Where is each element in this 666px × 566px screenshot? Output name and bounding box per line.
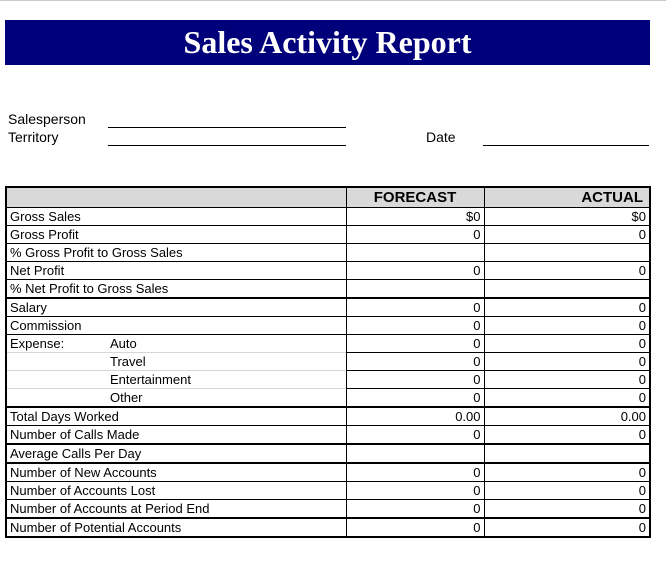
- row-label: Gross Sales: [6, 207, 346, 226]
- report-title: Sales Activity Report: [5, 20, 650, 65]
- row-label: Number of Accounts Lost: [6, 481, 346, 500]
- row-label: Entertainment: [6, 370, 346, 389]
- row-label: % Gross Profit to Gross Sales: [6, 243, 346, 262]
- actual-cell[interactable]: 0: [483, 334, 650, 353]
- row-label: Commission: [6, 316, 346, 335]
- actual-cell[interactable]: 0: [483, 481, 650, 500]
- date-label: Date: [426, 129, 456, 145]
- forecast-cell[interactable]: 0: [345, 462, 484, 482]
- forecast-cell[interactable]: $0: [345, 207, 484, 226]
- forecast-cell[interactable]: 0.00: [345, 406, 484, 426]
- row-label: Number of Potential Accounts: [6, 517, 346, 537]
- salesperson-label: Salesperson: [8, 111, 86, 127]
- date-field[interactable]: [483, 145, 649, 146]
- row-label: % Net Profit to Gross Sales: [6, 279, 346, 298]
- table-row: Commission 0 0: [6, 316, 650, 335]
- row-label: Number of New Accounts: [6, 462, 346, 482]
- actual-cell[interactable]: [483, 243, 650, 262]
- row-subcategory: Auto: [110, 336, 137, 351]
- forecast-cell[interactable]: 0: [345, 499, 484, 518]
- table-row: Expense: Auto 0 0: [6, 334, 650, 353]
- table-row: Entertainment 0 0: [6, 370, 650, 389]
- table-row: Average Calls Per Day: [6, 443, 650, 463]
- actual-cell[interactable]: 0: [483, 499, 650, 518]
- actual-cell[interactable]: [483, 443, 650, 463]
- forecast-cell[interactable]: [345, 243, 484, 262]
- forecast-cell[interactable]: 0: [345, 297, 484, 317]
- row-label: Number of Accounts at Period End: [6, 499, 346, 518]
- table-row: Net Profit 0 0: [6, 261, 650, 280]
- table-row: Gross Sales $0 $0: [6, 207, 650, 226]
- forecast-cell[interactable]: [345, 443, 484, 463]
- forecast-cell[interactable]: 0: [345, 481, 484, 500]
- sales-activity-table: FORECAST ACTUAL Gross Sales $0 $0 Gross Pro…: [5, 186, 651, 538]
- forecast-cell[interactable]: 0: [345, 517, 484, 537]
- forecast-cell[interactable]: 0: [345, 425, 484, 444]
- table-row: Number of Calls Made 0 0: [6, 425, 650, 444]
- actual-cell[interactable]: 0: [483, 297, 650, 317]
- column-header-forecast: FORECAST: [345, 186, 484, 208]
- table-row: % Net Profit to Gross Sales: [6, 279, 650, 298]
- column-header-actual: ACTUAL: [483, 186, 650, 208]
- table-row: Number of Accounts Lost 0 0: [6, 481, 650, 500]
- forecast-cell[interactable]: [345, 279, 484, 298]
- row-label: Total Days Worked: [6, 406, 346, 426]
- table-row: Number of Potential Accounts 0 0: [6, 517, 650, 537]
- territory-label: Territory: [8, 129, 59, 145]
- row-label: Travel: [6, 352, 346, 371]
- row-label: Other: [6, 388, 346, 407]
- actual-cell[interactable]: 0: [483, 388, 650, 407]
- table-row: Gross Profit 0 0: [6, 225, 650, 244]
- row-subcategory: Other: [110, 390, 143, 405]
- row-label: Number of Calls Made: [6, 425, 346, 444]
- row-label: Net Profit: [6, 261, 346, 280]
- actual-cell[interactable]: 0: [483, 370, 650, 389]
- table-row: Salary 0 0: [6, 297, 650, 317]
- actual-cell[interactable]: 0: [483, 517, 650, 537]
- actual-cell[interactable]: 0: [483, 425, 650, 444]
- table-row: Other 0 0: [6, 388, 650, 407]
- row-label: Average Calls Per Day: [6, 443, 346, 463]
- header-blank-cell: [6, 187, 346, 208]
- actual-cell[interactable]: $0: [483, 207, 650, 226]
- row-label: Gross Profit: [6, 225, 346, 244]
- forecast-cell[interactable]: 0: [345, 261, 484, 280]
- table-row: Travel 0 0: [6, 352, 650, 371]
- top-border-line: [0, 0, 666, 1]
- forecast-cell[interactable]: 0: [345, 352, 484, 371]
- actual-cell[interactable]: 0: [483, 462, 650, 482]
- territory-field[interactable]: [108, 145, 346, 146]
- actual-cell[interactable]: 0.00: [483, 406, 650, 426]
- row-label: Salary: [6, 297, 346, 317]
- forecast-cell[interactable]: 0: [345, 334, 484, 353]
- table-row: Number of New Accounts 0 0: [6, 462, 650, 482]
- forecast-cell[interactable]: 0: [345, 388, 484, 407]
- actual-cell[interactable]: 0: [483, 352, 650, 371]
- salesperson-field[interactable]: [108, 127, 346, 128]
- forecast-cell[interactable]: 0: [345, 225, 484, 244]
- row-subcategory: Travel: [110, 354, 146, 369]
- row-category: Expense:: [10, 336, 65, 351]
- table-row: Total Days Worked 0.00 0.00: [6, 406, 650, 426]
- forecast-cell[interactable]: 0: [345, 316, 484, 335]
- table-header-row: FORECAST ACTUAL: [6, 186, 650, 208]
- row-subcategory: Entertainment: [110, 372, 191, 387]
- forecast-cell[interactable]: 0: [345, 370, 484, 389]
- actual-cell[interactable]: [483, 279, 650, 298]
- table-row: % Gross Profit to Gross Sales: [6, 243, 650, 262]
- actual-cell[interactable]: 0: [483, 316, 650, 335]
- row-label: Expense: Auto: [6, 334, 346, 353]
- actual-cell[interactable]: 0: [483, 261, 650, 280]
- table-row: Number of Accounts at Period End 0 0: [6, 499, 650, 518]
- actual-cell[interactable]: 0: [483, 225, 650, 244]
